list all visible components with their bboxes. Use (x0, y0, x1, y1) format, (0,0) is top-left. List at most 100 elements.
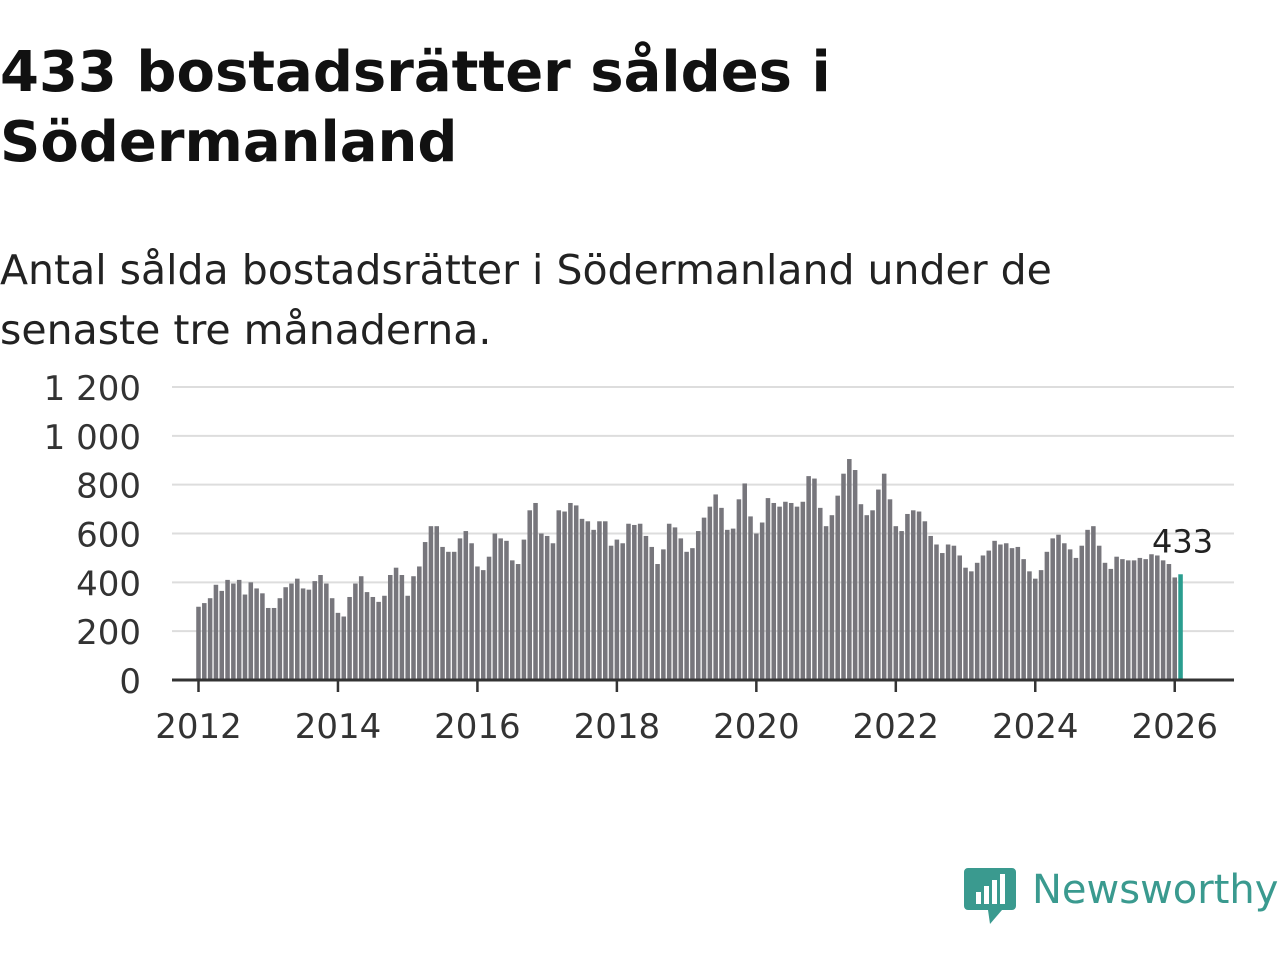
bar (980, 555, 986, 680)
bar (492, 533, 498, 680)
bar (387, 575, 393, 680)
brand-name: Newsworthy (1032, 867, 1279, 913)
bar (411, 576, 416, 680)
bar (852, 470, 858, 680)
bar (881, 473, 887, 680)
bar (986, 550, 992, 680)
bar-series (196, 459, 1183, 680)
bar (887, 499, 893, 680)
bar (283, 587, 288, 680)
bar (451, 551, 457, 680)
bar (399, 575, 405, 680)
bar (358, 576, 364, 680)
bar (910, 510, 916, 680)
bar (655, 564, 660, 680)
y-tick-label: 600 (76, 516, 141, 556)
bar (1062, 543, 1067, 680)
y-tick-label: 400 (76, 564, 141, 604)
bar (632, 524, 637, 680)
bar (353, 583, 358, 680)
bar (713, 494, 718, 680)
bar (324, 583, 329, 680)
bar (1108, 568, 1114, 680)
bar (504, 540, 509, 680)
bar (719, 507, 724, 680)
bar (1033, 578, 1038, 680)
bar (242, 594, 248, 680)
bar (1021, 559, 1026, 680)
bar (207, 598, 213, 680)
bar (533, 502, 538, 680)
bar (1009, 548, 1015, 680)
bar (754, 533, 759, 680)
bar (806, 476, 811, 680)
bar (759, 522, 765, 680)
bar (730, 528, 736, 680)
bar (1160, 560, 1166, 680)
bar (678, 538, 684, 680)
bar (974, 562, 980, 680)
bar (940, 553, 945, 680)
bar (858, 504, 864, 680)
bar (847, 459, 852, 680)
bar (800, 501, 806, 680)
bar (1166, 564, 1172, 680)
bar (1114, 556, 1119, 680)
bar (1073, 557, 1079, 680)
bar (457, 538, 463, 680)
bar (736, 499, 742, 680)
bar (951, 545, 957, 680)
bar-chart: 0 200 400 600 800 1 000 1 200 2012 2014 2016 2018 2… (44, 369, 1234, 747)
bar (602, 521, 608, 680)
bar (422, 542, 428, 680)
bar (812, 478, 817, 680)
bar (1091, 526, 1096, 680)
bar (231, 583, 236, 680)
x-tick-label: 2018 (574, 707, 661, 747)
bar (1137, 557, 1143, 680)
bar (899, 531, 904, 680)
bar (539, 533, 544, 680)
bar (1027, 571, 1032, 680)
bar (1015, 546, 1021, 680)
bar (562, 511, 567, 680)
bar (295, 578, 300, 680)
bar (1172, 577, 1177, 680)
bar (370, 596, 376, 680)
bar (794, 506, 800, 680)
bar (876, 489, 881, 680)
bar (289, 583, 294, 680)
x-tick-label: 2024 (992, 707, 1079, 747)
data-label-latest: 433 (1152, 522, 1213, 560)
bar (213, 584, 219, 680)
bar (1050, 538, 1055, 680)
bar (969, 571, 974, 680)
bar (916, 511, 922, 680)
page-title: 433 bostadsrätter såldes i Södermanland (0, 40, 831, 175)
bar (254, 588, 259, 680)
tick-labels: 0 200 400 600 800 1 000 1 200 2012 2014 2016 2018 2… (44, 369, 1218, 747)
bar (475, 566, 480, 680)
bar (841, 473, 846, 680)
bar (1038, 570, 1044, 680)
bar (777, 506, 782, 680)
bar (196, 606, 201, 680)
bar (643, 535, 649, 680)
bar (1003, 543, 1009, 680)
x-tick-label: 2012 (155, 707, 242, 747)
bar (742, 483, 747, 680)
x-tick-label: 2020 (713, 707, 800, 747)
bar (498, 538, 503, 680)
bar (893, 526, 899, 680)
bar (666, 523, 672, 680)
bar (428, 526, 434, 680)
bar (568, 502, 573, 680)
bar (684, 551, 689, 680)
bar (725, 529, 730, 680)
bar (277, 598, 283, 680)
bar (934, 544, 939, 680)
x-tick-label: 2022 (853, 707, 940, 747)
bar (783, 501, 788, 680)
bar (748, 516, 753, 680)
bar (707, 506, 713, 680)
